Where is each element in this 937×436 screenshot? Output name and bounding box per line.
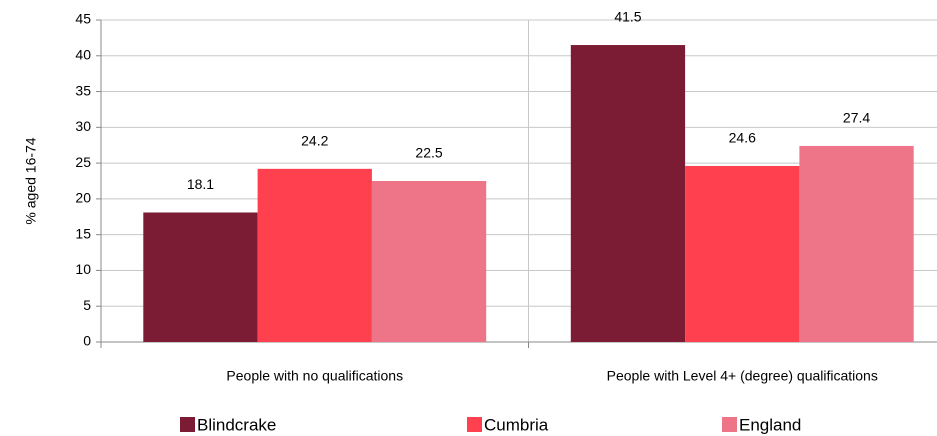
legend-label: England bbox=[739, 415, 801, 434]
bar bbox=[371, 181, 487, 342]
legend-label: Cumbria bbox=[484, 415, 549, 434]
x-tick-label: People with no qualifications bbox=[226, 368, 403, 384]
value-label: 24.6 bbox=[729, 130, 756, 146]
y-axis-label: % aged 16-74 bbox=[23, 137, 39, 224]
y-tick-label: 0 bbox=[83, 333, 91, 349]
legend-label: Blindcrake bbox=[197, 415, 276, 434]
bar bbox=[570, 45, 686, 343]
value-label: 41.5 bbox=[614, 9, 641, 25]
y-tick-label: 15 bbox=[75, 225, 91, 241]
legend-swatch bbox=[180, 417, 195, 432]
y-tick-label: 40 bbox=[75, 46, 91, 62]
bar bbox=[685, 165, 800, 342]
y-tick-label: 35 bbox=[75, 82, 91, 98]
y-tick-label: 20 bbox=[75, 190, 91, 206]
legend-swatch bbox=[722, 417, 737, 432]
y-tick-label: 30 bbox=[75, 118, 91, 134]
bar bbox=[143, 212, 258, 342]
y-tick-label: 45 bbox=[75, 11, 91, 27]
bar bbox=[799, 145, 914, 342]
y-tick-label: 25 bbox=[75, 154, 91, 170]
value-label: 27.4 bbox=[843, 110, 870, 126]
y-tick-label: 5 bbox=[83, 297, 91, 313]
legend-swatch bbox=[467, 417, 482, 432]
value-label: 18.1 bbox=[187, 176, 214, 192]
x-tick-label: People with Level 4+ (degree) qualificat… bbox=[607, 368, 878, 384]
y-tick-label: 10 bbox=[75, 261, 91, 277]
bar bbox=[257, 168, 372, 342]
value-label: 22.5 bbox=[415, 145, 442, 161]
value-label: 24.2 bbox=[301, 133, 328, 149]
